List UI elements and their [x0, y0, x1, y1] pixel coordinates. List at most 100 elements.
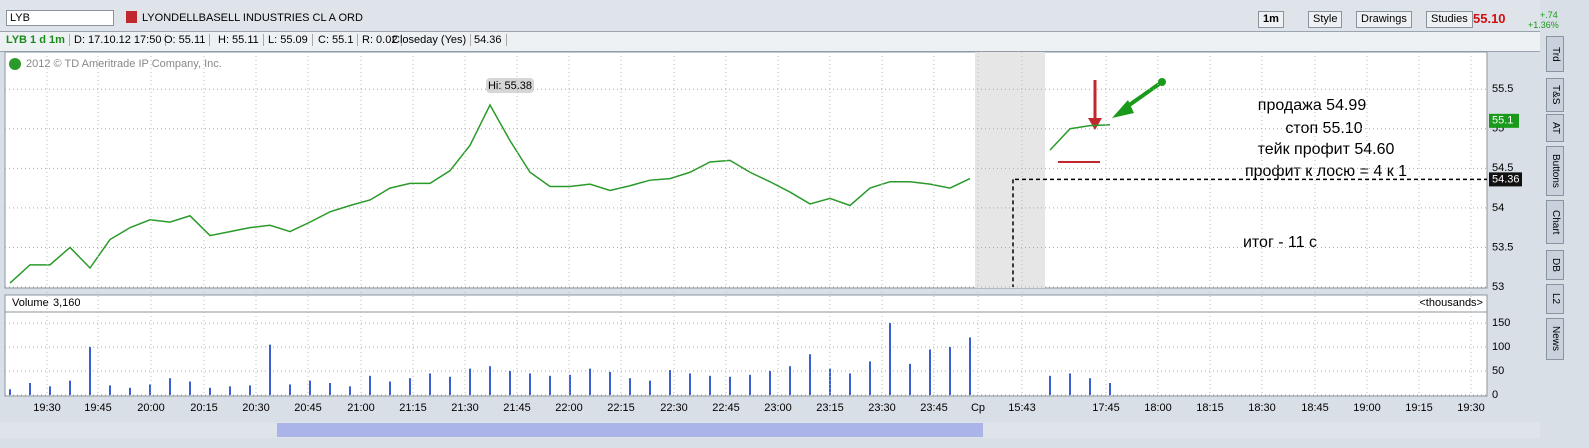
- x-tick-label: 22:15: [607, 402, 635, 414]
- y-tick-label: 150: [1492, 317, 1510, 329]
- closeday-tag: [1489, 172, 1522, 187]
- entry-arrow-tail: [1158, 78, 1166, 86]
- x-tick-label: 15:43: [1008, 402, 1036, 414]
- x-tick-label: 18:30: [1248, 402, 1276, 414]
- info-field: D: 17.10.12 17:50: [74, 34, 167, 46]
- volume-bar: [349, 386, 351, 395]
- side-tab: DB: [1546, 250, 1564, 280]
- alert-icon[interactable]: [126, 11, 137, 23]
- info-icon[interactable]: [9, 58, 21, 70]
- x-tick-label: 22:30: [660, 402, 688, 414]
- volume-bar: [369, 375, 371, 395]
- info-field: R: 0.02: [362, 34, 403, 46]
- y-tick-label: 54: [1492, 202, 1504, 214]
- x-tick-label: 19:45: [84, 402, 112, 414]
- volume-bar: [809, 354, 811, 395]
- volume-bar: [649, 380, 651, 395]
- x-tick-label: 19:15: [1405, 402, 1433, 414]
- volume-bar: [269, 344, 271, 395]
- x-tick-label: 23:30: [868, 402, 896, 414]
- volume-bar: [1109, 383, 1111, 395]
- y-tick-label: 0: [1492, 389, 1498, 401]
- change-pct: +1.36%: [1528, 20, 1559, 30]
- side-tab: AT: [1546, 114, 1564, 142]
- volume-bar: [109, 385, 111, 395]
- volume-bar: [149, 384, 151, 395]
- x-tick-label: 20:15: [190, 402, 218, 414]
- volume-bar: [669, 370, 671, 395]
- volume-bar: [849, 373, 851, 395]
- volume-bar: [709, 375, 711, 395]
- volume-bar: [889, 323, 891, 395]
- x-tick-label: 18:15: [1196, 402, 1224, 414]
- volume-bar: [409, 378, 411, 395]
- x-tick-label: 18:00: [1144, 402, 1172, 414]
- x-tick-label: 19:00: [1353, 402, 1381, 414]
- last-tag-label: 55.1: [1492, 115, 1513, 127]
- volume-bar: [49, 386, 51, 395]
- x-tick-label: 20:45: [294, 402, 322, 414]
- volume-bar: [9, 389, 11, 395]
- entry-arrow-head: [1112, 100, 1134, 118]
- info-field: O: 55.11: [164, 34, 211, 46]
- x-tick-label: 20:00: [137, 402, 165, 414]
- x-tick-label: 19:30: [1457, 402, 1485, 414]
- price-line: [9, 103, 1111, 284]
- side-tab: L2: [1546, 284, 1564, 314]
- x-tick-label: 23:00: [764, 402, 792, 414]
- closeday-tag-label: 54.36: [1492, 173, 1520, 185]
- volume-bar: [329, 383, 331, 395]
- volume-bar: [589, 368, 591, 395]
- volume-bar: [769, 371, 771, 395]
- volume-bar: [529, 373, 531, 395]
- company-name: LYONDELLBASELL INDUSTRIES CL A ORD: [142, 12, 363, 24]
- interval-button[interactable]: 1m: [1258, 11, 1284, 28]
- side-tab: Trd: [1546, 36, 1564, 72]
- volume-bar: [609, 371, 611, 395]
- volume-bar: [129, 387, 131, 395]
- volume-bar: [1069, 373, 1071, 395]
- annotation: продажа 54.99: [1258, 97, 1367, 114]
- volume-bar: [249, 385, 251, 395]
- volume-bar: [929, 349, 931, 395]
- entry-arrow: [1123, 80, 1164, 110]
- symbol-input[interactable]: LYB: [6, 10, 114, 26]
- x-tick-label: 23:45: [920, 402, 948, 414]
- drawings-button[interactable]: Drawings: [1356, 11, 1412, 28]
- volume-bar: [689, 373, 691, 395]
- volume-unit: <thousands>: [1419, 297, 1483, 309]
- volume-bar: [189, 381, 191, 395]
- scroll-thumb[interactable]: [277, 423, 983, 437]
- y-tick-label: 54.5: [1492, 162, 1513, 174]
- volume-bar: [209, 387, 211, 395]
- style-button[interactable]: Style: [1308, 11, 1343, 28]
- hi-box: [486, 78, 534, 93]
- volume-title: Volume: [12, 297, 49, 309]
- annotation: тейк профит 54.60: [1258, 141, 1395, 158]
- volume-bar: [789, 366, 791, 395]
- hi-label: Hi: 55.38: [488, 80, 532, 92]
- volume-bar: [569, 374, 571, 395]
- x-tick-label: 21:15: [399, 402, 427, 414]
- chart: 2012 © TD Ameritrade IP Company, Inc. Vo…: [4, 51, 1522, 437]
- volume-bar: [969, 337, 971, 395]
- side-tab: Buttons: [1546, 146, 1564, 196]
- toolbar: LYB LYONDELLBASELL INDUSTRIES CL A ORD 1…: [0, 0, 1559, 32]
- x-tick-label: 18:45: [1301, 402, 1329, 414]
- y-tick-label: 55.5: [1492, 83, 1513, 95]
- info-field: 54.36: [474, 34, 507, 46]
- volume-bar: [429, 373, 431, 395]
- sell-arrow-head: [1088, 118, 1102, 130]
- volume-bar: [869, 361, 871, 395]
- last-tag: [1489, 113, 1519, 128]
- volume-bar: [69, 380, 71, 395]
- copyright: 2012 © TD Ameritrade IP Company, Inc.: [26, 58, 222, 70]
- annotation: стоп 55.10: [1285, 120, 1362, 137]
- info-field: L: 55.09: [268, 34, 313, 46]
- studies-button[interactable]: Studies: [1426, 11, 1473, 28]
- volume-bar: [909, 363, 911, 395]
- y-tick-label: 50: [1492, 365, 1504, 377]
- info-field: H: 55.11: [218, 34, 264, 46]
- volume-bar: [489, 366, 491, 395]
